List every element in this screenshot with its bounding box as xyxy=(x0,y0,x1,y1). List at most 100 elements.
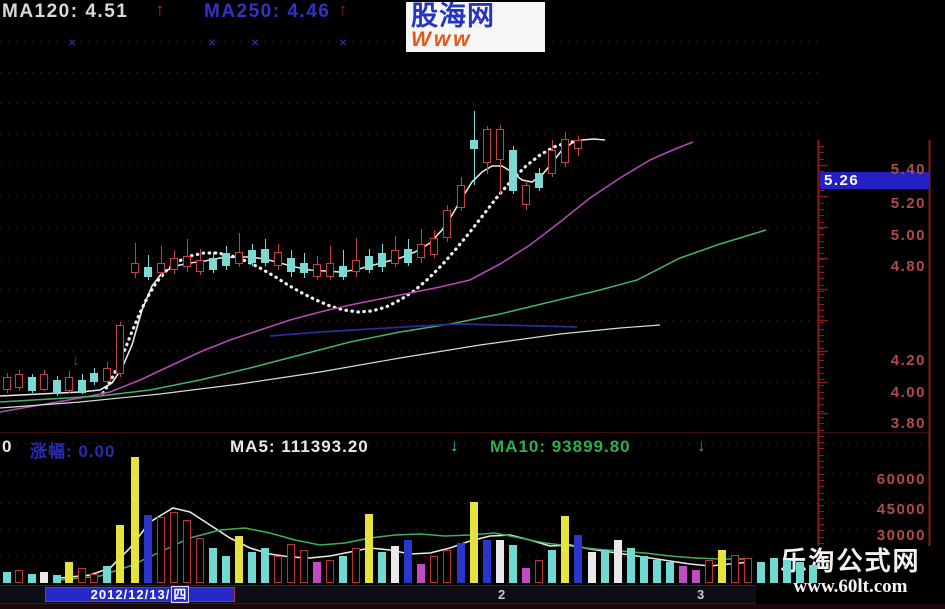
candle-body xyxy=(90,372,98,382)
vol-ma5-value-label: MA5: 111393.20 xyxy=(230,437,369,456)
volume-bar xyxy=(574,535,582,583)
volume-bar xyxy=(640,556,648,583)
guhai-watermark-www: Www xyxy=(411,28,473,51)
volume-bar xyxy=(731,555,739,583)
candle-body xyxy=(326,262,334,277)
x-mark: ✕ xyxy=(339,38,348,49)
candle-wick xyxy=(134,242,136,279)
volume-bar xyxy=(352,548,360,583)
candle-body xyxy=(65,377,73,392)
price-axis-label: 4.80 xyxy=(890,258,926,275)
volume-bar xyxy=(535,560,543,583)
date-axis-bar[interactable]: 2012/12/13/四 xyxy=(0,586,945,603)
candle-body xyxy=(561,138,569,164)
x-mark: ✕ xyxy=(68,38,77,49)
candle-body xyxy=(261,248,269,263)
volume-bar xyxy=(274,556,282,583)
volume-bar xyxy=(235,536,243,583)
volume-bar xyxy=(261,548,269,583)
volume-bar xyxy=(601,550,609,583)
volume-bar xyxy=(417,564,425,583)
price-axis-label: 4.00 xyxy=(890,384,926,401)
ma250-value-label: MA250: 4.46 xyxy=(204,1,331,22)
candle-body xyxy=(15,374,23,389)
bottom-border xyxy=(0,604,945,609)
candle-body xyxy=(28,377,36,392)
candle-body xyxy=(522,185,530,206)
volume-bar xyxy=(170,512,178,583)
candle-body xyxy=(103,368,111,382)
volume-bar xyxy=(196,538,204,583)
candle-wick xyxy=(160,245,162,277)
candle-body xyxy=(404,248,412,263)
volume-bar xyxy=(28,574,36,583)
sell-signal-arrow: ↓ xyxy=(72,352,80,369)
candle-body xyxy=(470,140,478,150)
volume-bar xyxy=(796,562,804,583)
vol-ma5-down-arrow-icon: ↓ xyxy=(450,436,460,455)
volume-bar xyxy=(326,560,334,583)
guhai-watermark-text: 股海网 xyxy=(411,2,495,31)
candle-body xyxy=(443,209,451,238)
candle-body xyxy=(170,258,178,271)
vol-ma10-down-arrow-icon: ↓ xyxy=(697,436,707,455)
candle-body xyxy=(391,250,399,265)
volume-axis-label: 60000 xyxy=(876,471,926,488)
volume-bar xyxy=(627,548,635,583)
volume-bar xyxy=(666,562,674,583)
vol-ma10-value-label: MA10: 93899.80 xyxy=(490,437,631,456)
month-tick-2: 2 xyxy=(498,587,506,602)
volume-bar xyxy=(300,550,308,583)
volume-bar xyxy=(744,558,752,583)
volume-bar xyxy=(53,575,61,583)
candle-body xyxy=(209,258,217,271)
volume-bar xyxy=(365,514,373,583)
guhai-watermark: 股海网 Www xyxy=(406,2,545,52)
volume-axis-label: 30000 xyxy=(876,527,926,544)
candle-body xyxy=(548,149,556,175)
candle-body xyxy=(248,250,256,263)
volume-bar xyxy=(157,517,165,583)
volume-bar xyxy=(757,562,765,583)
candle-body xyxy=(196,259,204,272)
candle-body xyxy=(144,267,152,277)
candle-body xyxy=(3,377,11,390)
month-tick-3: 3 xyxy=(697,587,705,602)
candle-body xyxy=(430,237,438,255)
volume-bar xyxy=(103,566,111,583)
candle-body xyxy=(457,185,465,209)
candle-body xyxy=(535,172,543,189)
candle-body xyxy=(417,244,425,258)
volume-bar xyxy=(78,568,86,583)
weekday-text: 四 xyxy=(171,586,190,603)
selected-date-label: 2012/12/13/四 xyxy=(45,586,235,603)
candle-body xyxy=(235,251,243,265)
candle-body xyxy=(509,149,517,192)
volume-bar xyxy=(378,552,386,583)
volume-bar xyxy=(705,560,713,583)
candle-wick xyxy=(355,237,357,277)
candle-body xyxy=(78,380,86,393)
candle-body xyxy=(40,374,48,390)
volume-bar xyxy=(457,543,465,583)
volume-bar xyxy=(614,540,622,583)
letao-watermark-url: www.60lt.com xyxy=(793,576,908,597)
price-axis-label: 3.80 xyxy=(890,415,926,432)
candle-body xyxy=(339,265,347,277)
change-percent-label: 涨幅: 0.00 xyxy=(30,442,116,461)
candle-body xyxy=(131,262,139,274)
volume-bar xyxy=(144,515,152,583)
volume-bar xyxy=(679,566,687,583)
volume-bar xyxy=(40,572,48,583)
volume-bar xyxy=(339,556,347,583)
candle-body xyxy=(183,256,191,268)
volume-bar xyxy=(496,540,504,583)
date-text: 2012/12/13/ xyxy=(90,587,171,602)
volume-bar xyxy=(770,558,778,583)
candle-body xyxy=(483,129,491,164)
volume-bar xyxy=(443,550,451,583)
candle-body xyxy=(365,256,373,271)
volume-bar xyxy=(548,550,556,583)
x-mark: ✕ xyxy=(208,38,217,49)
